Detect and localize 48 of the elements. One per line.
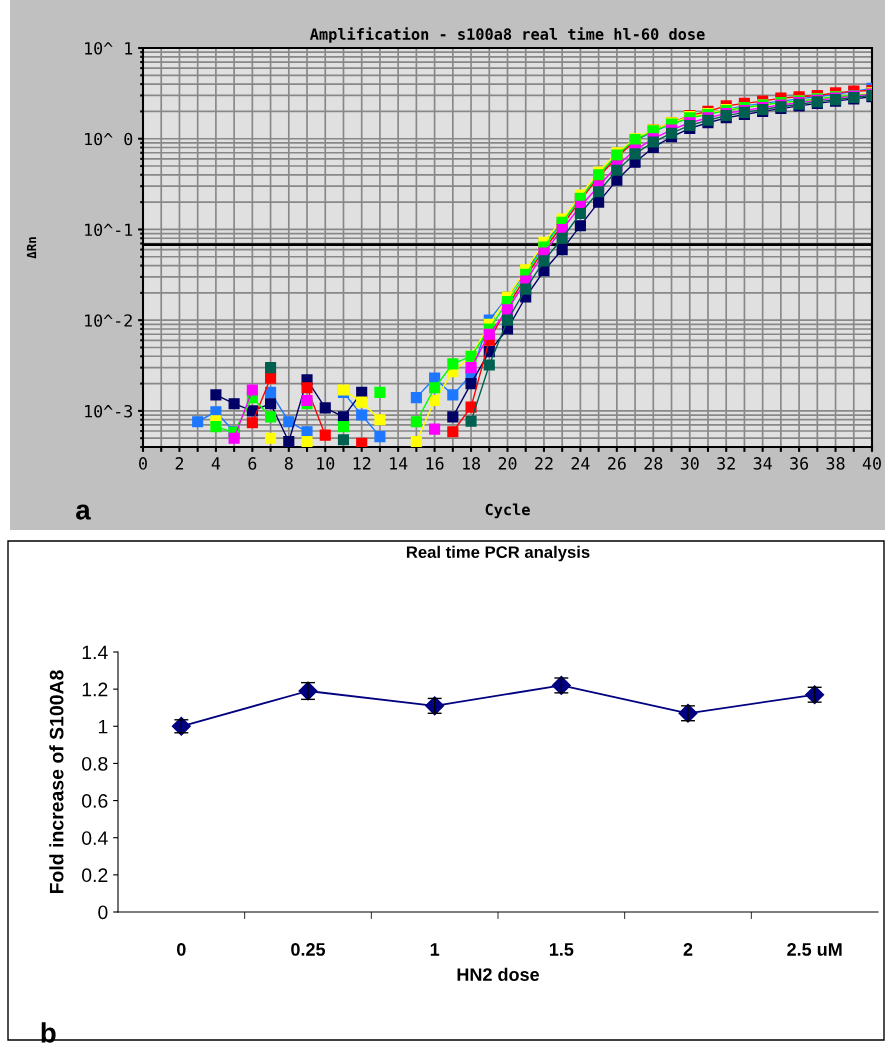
- x-tick-label: 1: [430, 943, 440, 956]
- x-axis-title: HN2 dose: [457, 967, 540, 981]
- x-tick-label: 0: [177, 943, 186, 956]
- y-tick-label: 1.4: [82, 645, 108, 660]
- y-tick-label: 0.2: [82, 868, 108, 883]
- x-axis-title: Cycle: [485, 503, 530, 519]
- x-tick-label: 12: [353, 457, 371, 470]
- y-tick-label: 10^ 0: [85, 132, 133, 146]
- text: a: [76, 504, 91, 520]
- y-axis-title: ΔRn: [26, 237, 37, 259]
- x-tick-label: 36: [790, 457, 809, 470]
- x-tick-label: 38: [826, 457, 845, 470]
- x-tick-label: 28: [644, 457, 663, 470]
- y-tick-label: 1: [98, 719, 108, 734]
- x-tick-label: 40: [862, 457, 881, 470]
- x-tick-label: 2: [683, 943, 693, 956]
- x-tick-label: 14: [390, 457, 408, 470]
- y-tick-label: 0: [98, 905, 108, 920]
- x-tick-label: 34: [753, 457, 772, 470]
- x-tick-label: 8: [284, 457, 293, 470]
- x-tick-label: 10: [317, 457, 335, 470]
- x-tick-label: 2.5 uM: [787, 943, 842, 956]
- x-tick-label: 24: [571, 457, 590, 470]
- y-tick-label: 10^-1: [85, 223, 133, 237]
- y-tick-label: 10^-3: [85, 404, 133, 418]
- y-tick-label: 0.8: [82, 756, 108, 771]
- x-tick-label: 26: [608, 457, 626, 470]
- y-tick-label: 0.6: [82, 794, 108, 808]
- y-tick-label: 10^-2: [85, 314, 132, 327]
- chart-title: Amplification - s100a8 real time hl-60 dose: [310, 27, 705, 43]
- chart-title: Real time PCR analysis: [406, 545, 590, 562]
- x-tick-label: 32: [717, 457, 735, 470]
- text: b: [41, 1022, 56, 1043]
- y-tick-label: 0.4: [82, 831, 108, 845]
- y-tick-label: 10^ 1: [85, 42, 133, 55]
- x-tick-label: 2: [175, 457, 184, 470]
- x-tick-label: 18: [463, 457, 481, 470]
- x-tick-label: 4: [211, 457, 221, 470]
- x-tick-label: 16: [426, 457, 444, 470]
- y-tick-label: 1.2: [82, 682, 108, 697]
- x-tick-label: 22: [535, 457, 553, 470]
- x-tick-label: 1.5: [549, 943, 574, 956]
- y-axis-title: Fold increase of S100A8: [49, 670, 64, 894]
- x-tick-label: 6: [248, 457, 257, 470]
- x-tick-label: 0.25: [291, 943, 326, 956]
- x-tick-label: 0: [139, 457, 147, 470]
- x-tick-label: 30: [680, 457, 699, 470]
- x-tick-label: 20: [498, 457, 517, 470]
